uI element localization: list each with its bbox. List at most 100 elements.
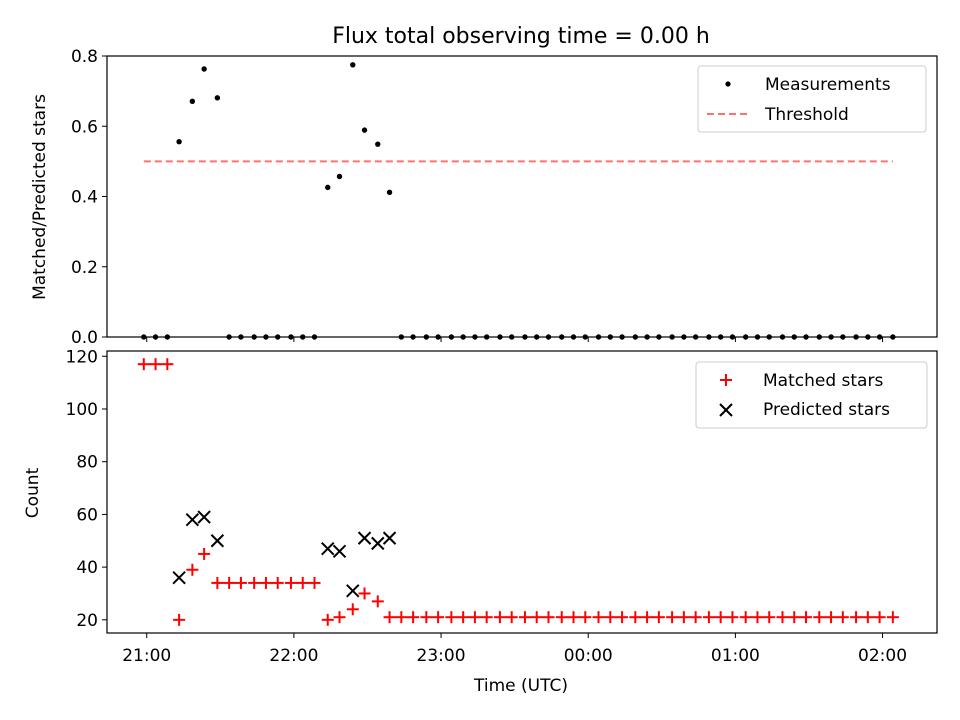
top-x-ticks (146, 337, 884, 342)
matched-star-marker (702, 611, 715, 624)
measurement-point (325, 184, 331, 191)
y-tick-label: 20 (76, 611, 98, 631)
bottom-marks (137, 358, 899, 626)
matched-star-marker (555, 611, 568, 624)
matched-star-marker (161, 358, 174, 371)
matched-star-marker (861, 611, 874, 624)
matched-star-marker (689, 611, 702, 624)
matched-star-marker (371, 595, 384, 608)
matched-star-marker (873, 611, 886, 624)
y-tick-label: 40 (76, 558, 98, 578)
matched-star-marker (186, 563, 199, 576)
measurement-point (361, 127, 368, 133)
matched-star-marker (825, 611, 838, 624)
y-tick-label: 80 (76, 453, 98, 473)
matched-star-marker (198, 547, 211, 560)
matched-star-marker (407, 611, 420, 624)
y-tick-label: 0.2 (71, 258, 98, 278)
bottom-axes-frame (106, 350, 938, 634)
x-axis-label: Time (UTC) (473, 676, 568, 696)
matched-star-marker (432, 611, 445, 624)
matched-star-marker (530, 611, 543, 624)
matched-star-marker (457, 611, 470, 624)
bottom-panel: 20 40 60 80 100 120 21:00 22:00 23:00 00:00 01:00… (23, 347, 938, 696)
matched-star-marker (173, 613, 186, 626)
matched-star-marker (223, 576, 236, 589)
x-tick-label: 22:00 (269, 646, 318, 666)
predicted-star-marker (321, 541, 335, 556)
top-legend-box (697, 65, 927, 133)
matched-star-marker (714, 611, 727, 624)
measurement-point (386, 189, 393, 195)
matched-star-marker (308, 576, 321, 589)
matched-star-marker (383, 611, 396, 624)
legend-matched-marker (720, 374, 732, 386)
matched-star-marker (666, 611, 679, 624)
figure-title: Flux total observing time = 0.00 h (332, 24, 710, 49)
matched-star-marker (395, 611, 408, 624)
matched-star-marker (248, 576, 261, 589)
y-tick-label: 0.4 (71, 188, 98, 208)
y-tick-label: 100 (66, 400, 98, 420)
matched-star-marker (726, 611, 739, 624)
predicted-star-marker (346, 584, 360, 598)
matched-star-marker (420, 611, 433, 624)
x-tick-label: 21:00 (122, 646, 171, 666)
measurement-point (375, 141, 381, 147)
matched-star-marker (886, 611, 899, 624)
top-y-ticks: 0.0 0.2 0.4 0.6 0.8 (71, 47, 107, 348)
matched-star-marker (333, 611, 346, 624)
matched-star-marker (284, 576, 297, 589)
matched-star-marker (813, 611, 826, 624)
matched-star-marker (445, 611, 458, 624)
legend-matched-label: Matched stars (763, 371, 883, 391)
predicted-star-marker (357, 531, 372, 545)
y-tick-label: 0.8 (71, 47, 98, 67)
matched-star-marker (836, 611, 849, 624)
bottom-legend-box (695, 361, 928, 429)
y-tick-label: 120 (66, 347, 98, 367)
matched-star-marker (739, 611, 752, 624)
measurement-point (201, 66, 207, 72)
legend-predicted-label: Predicted stars (763, 400, 890, 420)
matched-star-marker (137, 358, 150, 371)
x-tick-label: 01:00 (711, 646, 760, 666)
legend-threshold-label: Threshold (764, 105, 849, 125)
matched-star-marker (850, 611, 863, 624)
measurement-point (189, 98, 196, 105)
matched-star-marker (480, 611, 493, 624)
predicted-star-marker (332, 544, 347, 559)
predicted-star-marker (382, 531, 397, 545)
bottom-y-label: Count (23, 467, 43, 518)
y-tick-label: 60 (76, 505, 98, 525)
matched-star-marker (259, 576, 272, 589)
matched-star-marker (271, 576, 284, 589)
matched-star-marker (579, 611, 592, 624)
matched-star-marker (567, 611, 580, 624)
matched-star-marker (763, 611, 776, 624)
bottom-x-ticks: 21:00 22:00 23:00 00:00 01:00 02:00 (122, 633, 907, 666)
top-panel: 0.00.20.40.60.8 Matched/Predicted stars … (30, 47, 938, 348)
legend-measurements-label: Measurements (765, 75, 891, 95)
matched-star-marker (751, 611, 764, 624)
legend-measurements-marker (725, 81, 731, 87)
matched-star-marker (652, 611, 665, 624)
top-legend: Measurements Threshold (697, 65, 927, 133)
y-tick-label: 0.6 (71, 117, 98, 137)
bottom-legend: Matched stars Predicted stars (695, 361, 928, 429)
measurement-point (214, 95, 221, 101)
predicted-star-marker (172, 570, 186, 585)
predicted-star-marker (371, 536, 385, 551)
measurement-point (336, 173, 343, 180)
matched-star-marker (493, 611, 506, 624)
top-y-label: Matched/Predicted stars (30, 94, 50, 300)
matched-star-marker (296, 576, 309, 589)
matched-star-marker (616, 611, 629, 624)
matched-star-marker (149, 358, 162, 371)
matched-star-marker (505, 611, 518, 624)
measurement-point (176, 139, 182, 145)
matched-star-marker (321, 613, 334, 626)
predicted-star-marker (197, 510, 211, 524)
matched-star-marker (604, 611, 617, 624)
